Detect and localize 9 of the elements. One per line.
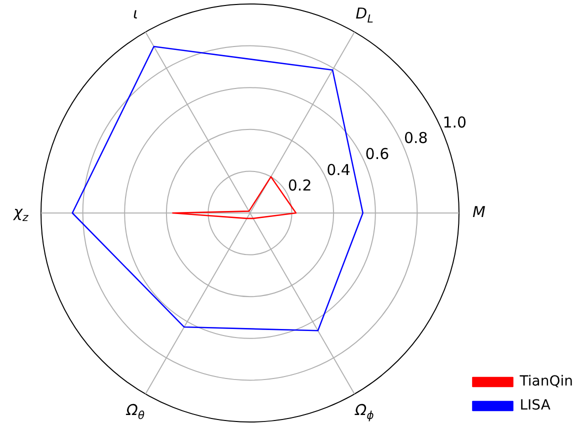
legend-label: LISA bbox=[520, 398, 551, 414]
y-tick-label: 0.8 bbox=[404, 129, 428, 148]
legend-label: TianQin bbox=[518, 374, 574, 390]
spoke-label: ι bbox=[132, 4, 138, 23]
y-tick-label: 1.0 bbox=[442, 113, 467, 132]
y-tick-label: 0.4 bbox=[326, 160, 350, 179]
y-tick-label: 0.2 bbox=[288, 176, 312, 195]
spoke-label: M bbox=[472, 202, 486, 221]
y-tick-label: 0.6 bbox=[365, 144, 390, 163]
